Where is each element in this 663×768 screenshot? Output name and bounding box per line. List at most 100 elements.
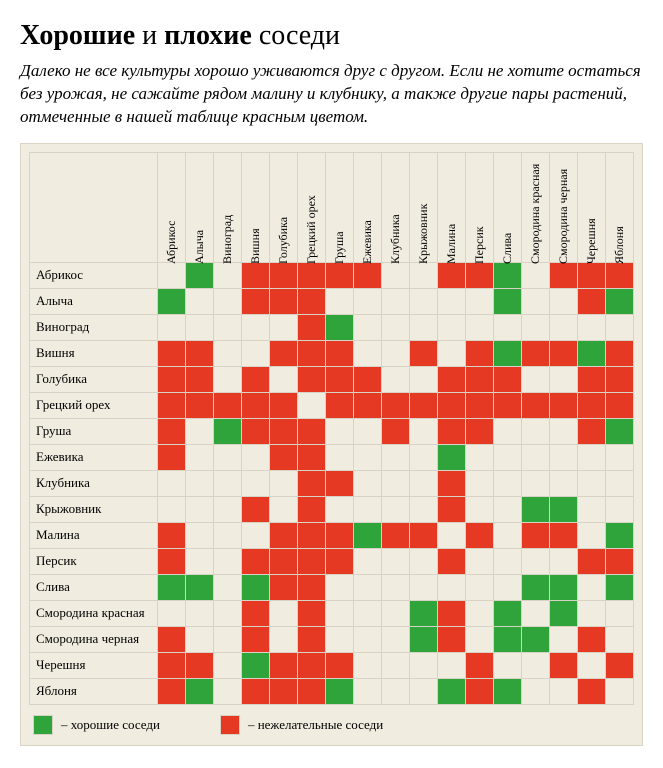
table-row: Клубника xyxy=(30,470,634,496)
column-header: Слива xyxy=(494,152,522,262)
matrix-cell xyxy=(606,548,634,574)
matrix-cell xyxy=(606,392,634,418)
matrix-cell xyxy=(382,340,410,366)
matrix-cell xyxy=(186,678,214,704)
matrix-cell xyxy=(550,496,578,522)
matrix-cell xyxy=(158,600,186,626)
matrix-cell xyxy=(606,522,634,548)
column-header: Груша xyxy=(326,152,354,262)
column-label: Ежевика xyxy=(360,237,375,264)
matrix-cell xyxy=(522,392,550,418)
matrix-cell xyxy=(466,522,494,548)
matrix-cell xyxy=(242,548,270,574)
matrix-cell xyxy=(270,340,298,366)
matrix-cell xyxy=(354,522,382,548)
row-header: Грецкий орех xyxy=(30,392,158,418)
matrix-cell xyxy=(606,366,634,392)
matrix-cell xyxy=(550,626,578,652)
matrix-cell xyxy=(438,600,466,626)
matrix-cell xyxy=(494,418,522,444)
title-part-4: соседи xyxy=(259,20,340,51)
matrix-cell xyxy=(494,470,522,496)
matrix-cell xyxy=(466,262,494,288)
matrix-cell xyxy=(298,340,326,366)
matrix-cell xyxy=(606,418,634,444)
column-label: Виноград xyxy=(220,237,235,264)
matrix-cell xyxy=(326,600,354,626)
matrix-cell xyxy=(354,444,382,470)
matrix-cell xyxy=(298,600,326,626)
matrix-cell xyxy=(382,600,410,626)
matrix-cell xyxy=(298,652,326,678)
matrix-cell xyxy=(382,392,410,418)
matrix-cell xyxy=(578,652,606,678)
matrix-cell xyxy=(298,392,326,418)
matrix-cell xyxy=(326,652,354,678)
matrix-cell xyxy=(270,366,298,392)
matrix-cell xyxy=(578,548,606,574)
matrix-cell xyxy=(550,574,578,600)
row-header: Крыжовник xyxy=(30,496,158,522)
legend: – хорошие соседи – нежелательные соседи xyxy=(29,705,634,737)
matrix-cell xyxy=(606,678,634,704)
row-header: Смородина красная xyxy=(30,600,158,626)
matrix-cell xyxy=(242,574,270,600)
matrix-cell xyxy=(214,288,242,314)
matrix-cell xyxy=(550,678,578,704)
row-header: Смородина черная xyxy=(30,626,158,652)
matrix-cell xyxy=(326,288,354,314)
matrix-cell xyxy=(354,548,382,574)
matrix-cell xyxy=(354,574,382,600)
matrix-cell xyxy=(298,626,326,652)
matrix-cell xyxy=(522,288,550,314)
matrix-cell xyxy=(326,262,354,288)
matrix-cell xyxy=(382,288,410,314)
matrix-cell xyxy=(242,496,270,522)
matrix-cell xyxy=(410,444,438,470)
matrix-cell xyxy=(270,678,298,704)
matrix-cell xyxy=(326,496,354,522)
matrix-cell xyxy=(158,366,186,392)
matrix-cell xyxy=(354,470,382,496)
matrix-cell xyxy=(522,366,550,392)
column-label: Клубника xyxy=(388,237,403,264)
matrix-cell xyxy=(270,444,298,470)
table-row: Ежевика xyxy=(30,444,634,470)
matrix-cell xyxy=(186,340,214,366)
matrix-cell xyxy=(186,444,214,470)
matrix-cell xyxy=(382,678,410,704)
matrix-cell xyxy=(578,626,606,652)
matrix-cell xyxy=(522,496,550,522)
matrix-cell xyxy=(214,418,242,444)
matrix-cell xyxy=(606,314,634,340)
matrix-cell xyxy=(298,496,326,522)
column-header: Ежевика xyxy=(354,152,382,262)
column-header: Смородина красная xyxy=(522,152,550,262)
matrix-cell xyxy=(214,392,242,418)
matrix-cell xyxy=(578,288,606,314)
column-label: Абрикос xyxy=(164,237,179,264)
matrix-cell xyxy=(186,548,214,574)
matrix-cell xyxy=(466,392,494,418)
matrix-cell xyxy=(298,574,326,600)
matrix-cell xyxy=(410,314,438,340)
matrix-cell xyxy=(158,470,186,496)
matrix-cell xyxy=(158,418,186,444)
matrix-cell xyxy=(270,392,298,418)
matrix-cell xyxy=(606,444,634,470)
matrix-cell xyxy=(494,444,522,470)
matrix-cell xyxy=(354,652,382,678)
matrix-cell xyxy=(158,652,186,678)
matrix-cell xyxy=(466,548,494,574)
matrix-cell xyxy=(354,262,382,288)
matrix-cell xyxy=(242,418,270,444)
matrix-cell xyxy=(494,288,522,314)
row-header: Виноград xyxy=(30,314,158,340)
column-header: Яблоня xyxy=(606,152,634,262)
matrix-cell xyxy=(466,652,494,678)
table-row: Черешня xyxy=(30,652,634,678)
matrix-cell xyxy=(270,262,298,288)
matrix-cell xyxy=(410,678,438,704)
matrix-cell xyxy=(410,288,438,314)
matrix-cell xyxy=(298,314,326,340)
